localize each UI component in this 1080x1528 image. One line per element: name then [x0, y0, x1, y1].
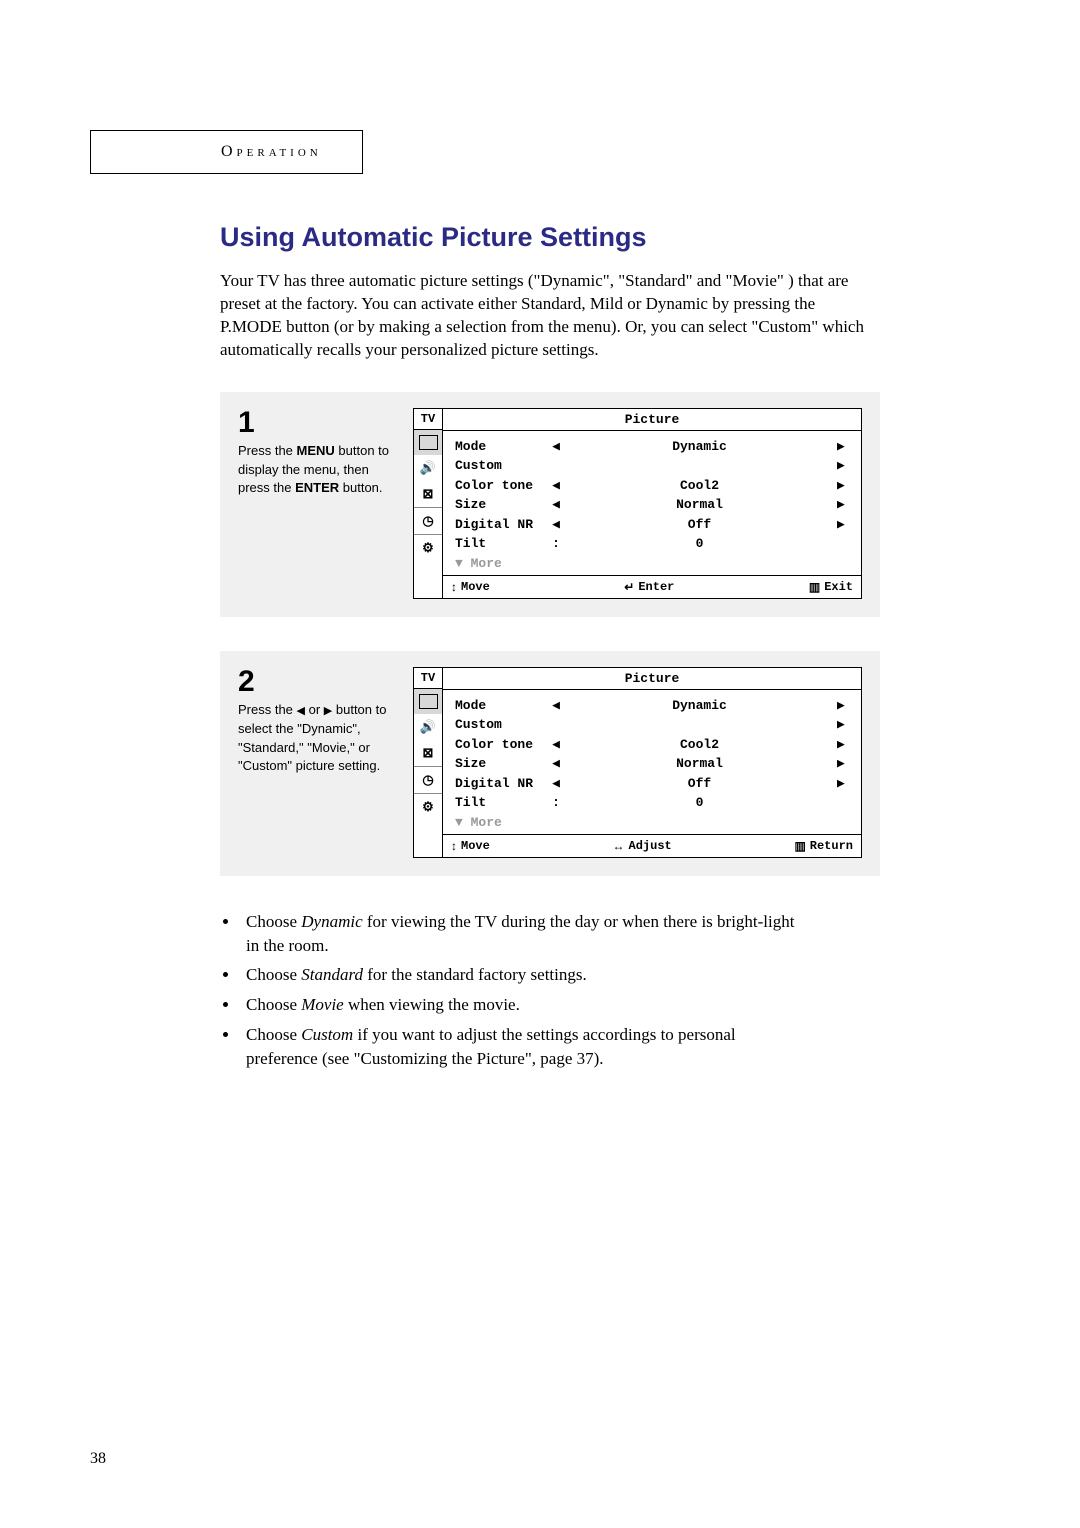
osd-more: ▼ More: [455, 554, 851, 571]
osd-footer: ↕Move ↔Adjust ▥Return: [443, 834, 861, 857]
step-block-1: 1 Press the MENU button to display the m…: [220, 392, 880, 617]
chapter-label: Operation: [221, 143, 322, 160]
page-number: 38: [90, 1450, 106, 1468]
osd-screenshot-2: TV 🔊 ⊠ ◷ ⚙ Picture Mode◀Dynamic▶ Custom▶: [413, 667, 862, 858]
chapter-box: Operation: [90, 130, 363, 174]
intro-paragraph: Your TV has three automatic picture sett…: [220, 270, 880, 362]
osd-body: Mode◀Dynamic▶ Custom▶ Color tone◀Cool2▶ …: [443, 431, 861, 575]
osd-footer: ↕Move ↵Enter ▥Exit: [443, 575, 861, 598]
osd-body: Mode◀Dynamic▶ Custom▶ Color tone◀Cool2▶ …: [443, 690, 861, 834]
step-instruction: Press the ◀ or ▶ button to select the "D…: [238, 701, 393, 776]
clock-icon: ◷: [414, 767, 442, 794]
osd-screenshot-1: TV 🔊 ⊠ ◷ ⚙ Picture Mode◀Dynamic▶ Custom▶: [413, 408, 862, 599]
list-item: Choose Movie when viewing the movie.: [240, 993, 800, 1017]
page-heading: Using Automatic Picture Settings: [220, 222, 880, 253]
osd-tv-label: TV: [414, 668, 442, 689]
osd-title: Picture: [443, 668, 861, 690]
right-arrow-icon: ▶: [324, 705, 332, 717]
osd-more: ▼ More: [455, 813, 851, 830]
osd-title: Picture: [443, 409, 861, 431]
clock-icon: ◷: [414, 508, 442, 535]
list-item: Choose Custom if you want to adjust the …: [240, 1023, 800, 1071]
picture-icon: [414, 689, 442, 714]
picture-icon: [414, 430, 442, 455]
step-number: 2: [238, 667, 393, 697]
setup-icon: ⚙: [414, 794, 442, 820]
mode-descriptions: Choose Dynamic for viewing the TV during…: [220, 910, 800, 1071]
setup-icon: ⚙: [414, 535, 442, 561]
step-block-2: 2 Press the ◀ or ▶ button to select the …: [220, 651, 880, 876]
list-item: Choose Standard for the standard factory…: [240, 963, 800, 987]
list-item: Choose Dynamic for viewing the TV during…: [240, 910, 800, 958]
channel-icon: ⊠: [414, 740, 442, 767]
sound-icon: 🔊: [414, 455, 442, 481]
step-instruction: Press the MENU button to display the men…: [238, 442, 393, 499]
left-arrow-icon: ◀: [297, 705, 305, 717]
step-number: 1: [238, 408, 393, 438]
sound-icon: 🔊: [414, 714, 442, 740]
osd-tv-label: TV: [414, 409, 442, 430]
channel-icon: ⊠: [414, 481, 442, 508]
